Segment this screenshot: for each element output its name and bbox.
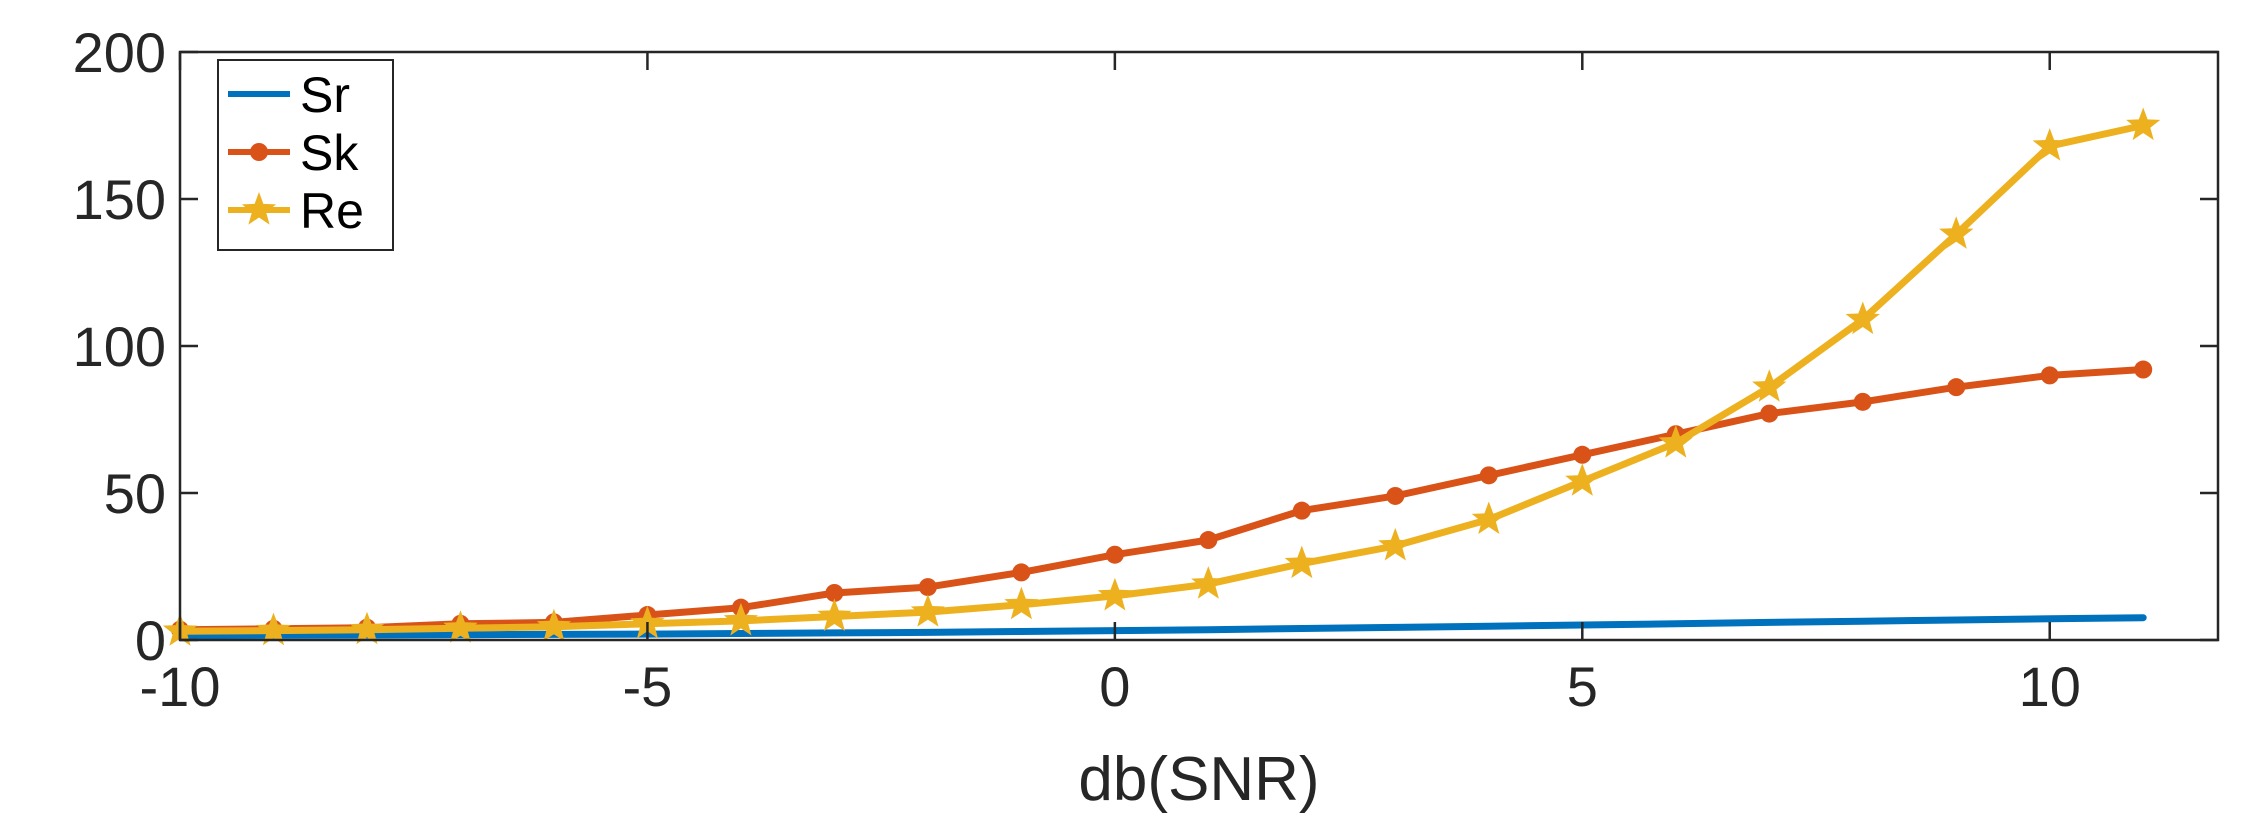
data-point: [1004, 586, 1039, 620]
data-point: [2032, 128, 2067, 161]
data-point: [1752, 369, 1787, 402]
x-tick-label: 10: [2019, 655, 2081, 718]
legend-marker: [250, 143, 268, 161]
y-tick-label: 150: [73, 168, 166, 231]
y-tick-label: 200: [73, 21, 166, 84]
data-point: [918, 578, 937, 597]
series-line-re: [176, 122, 2147, 635]
x-tick-label: 5: [1567, 655, 1598, 718]
data-point: [825, 583, 844, 602]
legend-marker: [241, 192, 277, 225]
data-point: [1565, 463, 1600, 496]
data-point: [1845, 301, 1880, 335]
data-point: [256, 612, 291, 646]
data-point: [1199, 531, 1218, 550]
x-tick-label: -5: [623, 655, 673, 718]
data-point: [1471, 501, 1506, 534]
legend-label: Sr: [300, 67, 350, 123]
series-re: [162, 107, 2161, 646]
x-tick-label: -10: [140, 655, 221, 718]
series-line-sr: [176, 614, 2147, 640]
plot-area: [180, 52, 2218, 640]
data-point: [1479, 466, 1498, 485]
axes-frame: [178, 50, 2220, 642]
data-point: [1760, 404, 1779, 423]
data-point: [1191, 566, 1226, 599]
legend-item-re: Re: [228, 183, 364, 239]
data-point: [349, 611, 385, 645]
data-point: [443, 610, 478, 643]
data-point: [1939, 216, 1974, 249]
data-point: [2134, 360, 2153, 379]
data-point: [1573, 445, 1592, 464]
data-point: [723, 602, 758, 636]
x-tick-label: 0: [1099, 655, 1130, 718]
legend-item-sr: Sr: [228, 67, 350, 123]
data-point: [1097, 577, 1132, 611]
legend-label: Sk: [300, 125, 359, 181]
data-point: [2040, 366, 2059, 385]
plot-background: [180, 52, 2218, 640]
data-point: [536, 608, 572, 642]
data-point: [1292, 501, 1311, 520]
data-point: [1378, 527, 1413, 561]
data-point: [1386, 486, 1405, 505]
data-point: [1853, 392, 1872, 411]
data-point: [1284, 545, 1319, 579]
data-point: [910, 594, 945, 627]
data-point: [1012, 563, 1031, 582]
y-tick-label: 50: [104, 462, 166, 525]
series-sr: [176, 614, 2147, 640]
y-tick-label: 0: [135, 609, 166, 672]
data-point: [817, 598, 852, 631]
data-point: [1658, 425, 1693, 458]
data-point: [1105, 545, 1124, 564]
data-point: [1947, 378, 1966, 397]
series-layer: [162, 107, 2161, 646]
legend-label: Re: [300, 183, 364, 239]
series-line-sk: [176, 366, 2147, 634]
data-point: [2126, 107, 2161, 141]
legend-item-sk: Sk: [228, 125, 359, 181]
x-axis-label: db(SNR): [1078, 745, 1319, 814]
y-tick-label: 100: [73, 315, 166, 378]
